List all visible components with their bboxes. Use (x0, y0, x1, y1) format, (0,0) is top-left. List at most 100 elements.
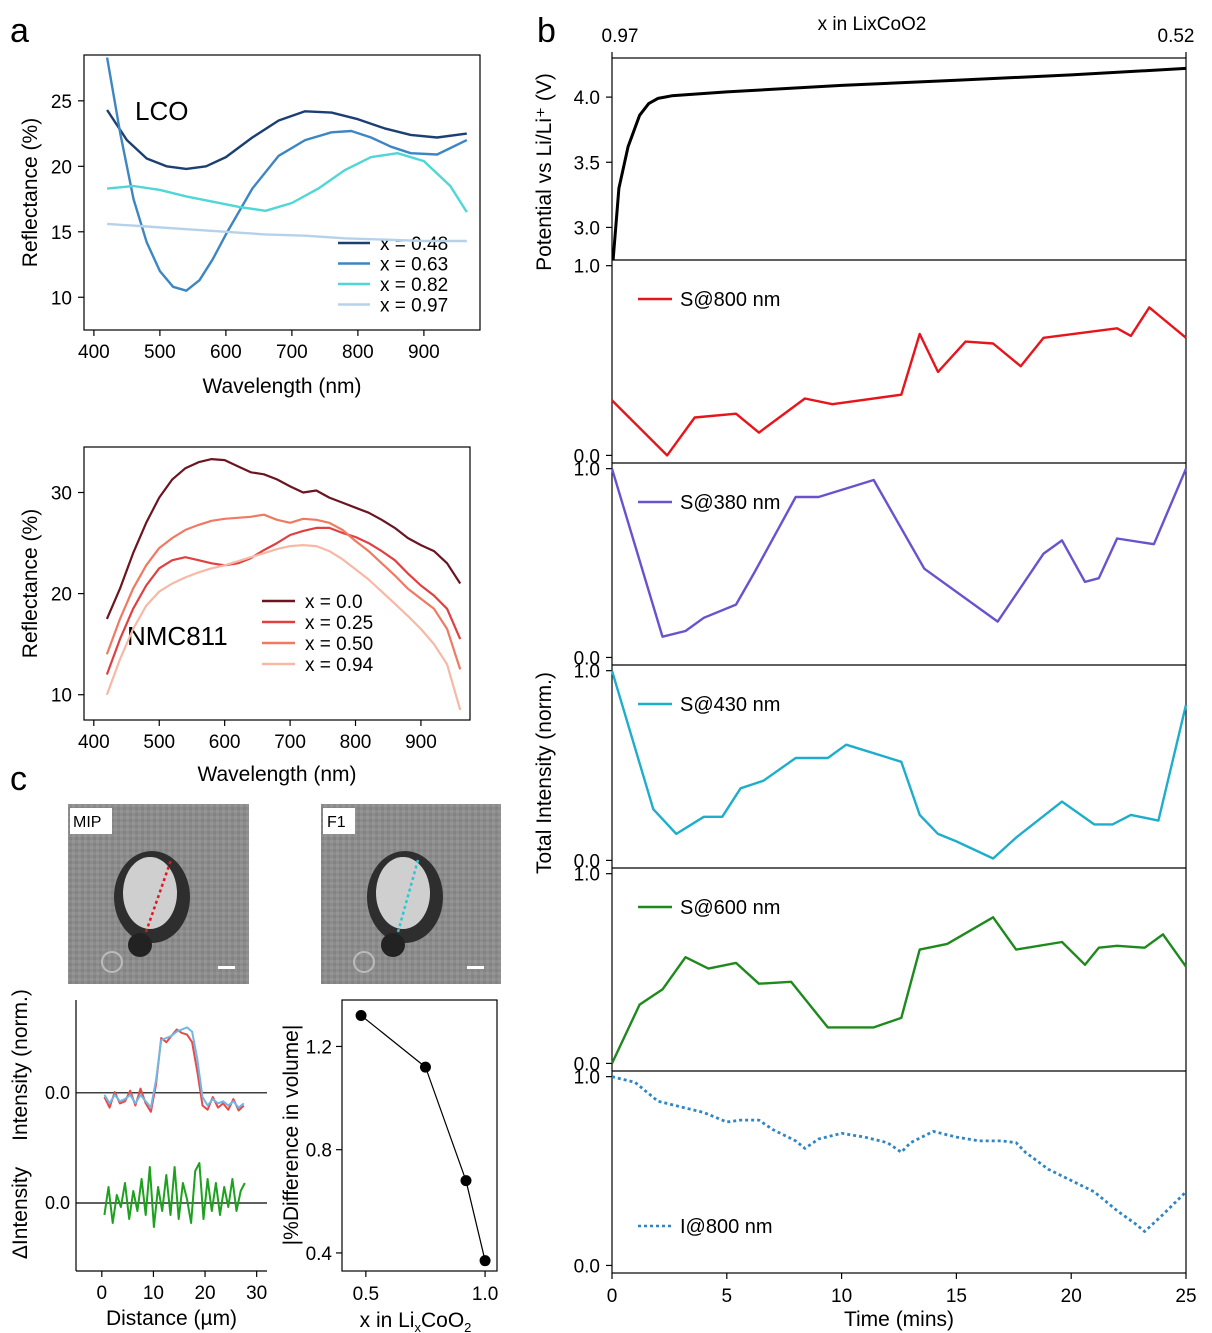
potential-ytick-label-3-5: 3.5 (574, 153, 600, 174)
nmc-legend-label-x-0-25: x = 0.25 (305, 613, 373, 634)
s430-series-line (610, 670, 1188, 860)
panel-label-b: b (537, 12, 556, 50)
nmc-xtick-label-600: 600 (209, 732, 241, 753)
s600-ytick-label-1: 1.0 (574, 865, 600, 886)
potential-ytick-label-3: 3.0 (574, 218, 600, 239)
top-axis-tick-right: 0.52 (1158, 26, 1195, 47)
s600-ytick-label-0: 0.0 (574, 1054, 600, 1075)
nmc-series-line-x-0-25 (105, 526, 462, 675)
s430-ytick-label-0: 0.0 (574, 851, 600, 872)
nmc-series-line-x-0-94 (105, 543, 462, 711)
intensity-ylabel: Intensity (norm.) (9, 989, 32, 1141)
volume-point (355, 1009, 367, 1021)
panel-label-a: a (10, 12, 29, 50)
lco-legend-label-x-0-63: x = 0.63 (380, 255, 448, 276)
panel-b-xlabel: Time (mins) (844, 1308, 954, 1331)
lco-xtick-label-600: 600 (210, 342, 242, 363)
distance-xlabel: Distance (µm) (106, 1307, 237, 1330)
nmc-xlabel: Wavelength (nm) (197, 763, 356, 786)
volume-xtick-label-1: 1.0 (472, 1284, 498, 1305)
s380-series-line (610, 468, 1188, 638)
lco-ytick-label-10: 10 (51, 288, 72, 309)
s430-legend-label: S@430 nm (680, 694, 780, 716)
mip-label: MIP (73, 814, 101, 831)
nmc-series-line-x-0-0 (105, 458, 462, 620)
nmc-xtick-label-900: 900 (405, 732, 437, 753)
s380-ytick-label-1: 1.0 (574, 460, 600, 481)
volume-ytick-label-0-4: 0.4 (306, 1244, 333, 1265)
lco-plot-frame (83, 54, 481, 331)
s800-ytick-label-1: 1.0 (574, 257, 600, 278)
s380-legend-label: S@380 nm (680, 492, 780, 514)
nmc-xtick-label-400: 400 (78, 732, 110, 753)
lco-xtick-label-700: 700 (276, 342, 308, 363)
volume-ytick-label-0-8: 0.8 (306, 1141, 332, 1162)
f1-label: F1 (327, 814, 346, 831)
volume-point (460, 1175, 472, 1187)
distance-xtick-label-10: 10 (143, 1283, 164, 1304)
potential-ylabel: Potential vs Li/Li⁺ (V) (533, 73, 556, 271)
s800-ytick-label-0: 0.0 (574, 446, 600, 467)
lco-legend-label-x-0-97: x = 0.97 (380, 296, 448, 317)
nmc-xtick-label-500: 500 (143, 732, 175, 753)
lco-series-line-x-0-63 (105, 57, 468, 292)
lco-ytick-label-15: 15 (51, 223, 72, 244)
volume-xlabel: x in LixCoO2 (360, 1309, 472, 1333)
lco-legend-label-x-0-82: x = 0.82 (380, 275, 448, 296)
i800-series-line (611, 1075, 1187, 1233)
delta-ylabel: ΔIntensity (9, 1166, 32, 1259)
distance-xtick-label-0: 0 (97, 1283, 108, 1304)
nmc-ytick-label-20: 20 (51, 585, 72, 606)
volume-ylabel: |%Difference in volume| (280, 1025, 303, 1246)
panel-label-c: c (10, 760, 27, 798)
lco-ytick-label-20: 20 (51, 157, 72, 178)
nmc-legend-label-x-0-0: x = 0.0 (305, 592, 363, 613)
panel-b-xtick-label-5: 5 (722, 1286, 733, 1307)
nmc-legend-label-x-0-50: x = 0.50 (305, 634, 373, 655)
top-axis-tick-left: 0.97 (602, 26, 639, 47)
nmc-ytick-label-30: 30 (51, 484, 72, 505)
lco-xlabel: Wavelength (nm) (202, 375, 361, 398)
nmc-xtick-label-700: 700 (274, 732, 306, 753)
s600-series-line (610, 916, 1187, 1064)
volume-point (419, 1061, 431, 1073)
panel-b-xtick-label-20: 20 (1061, 1286, 1082, 1307)
intensity-ytick-label: 0.0 (45, 1083, 70, 1103)
potential-ytick-label-4: 4.0 (574, 88, 600, 109)
volume-connector-line (360, 1015, 486, 1261)
panel-b-shared-ylabel: Total Intensity (norm.) (533, 672, 556, 874)
s430-ytick-label-1: 1.0 (574, 662, 600, 683)
lco-annotation: LCO (135, 96, 188, 126)
nmc-series-line-x-0-50 (105, 513, 462, 670)
i800-ytick-label-1: 1.0 (574, 1068, 600, 1089)
s800-legend-label: S@800 nm (680, 289, 780, 311)
nmc-annotation: NMC811 (127, 621, 228, 651)
lco-xtick-label-400: 400 (78, 342, 110, 363)
panel-b-xtick-label-25: 25 (1175, 1286, 1196, 1307)
panel-b-xtick-label-15: 15 (946, 1286, 967, 1307)
panel-b-xtick-label-10: 10 (831, 1286, 852, 1307)
mip-image: MIP (68, 804, 249, 984)
nmc-ytick-label-10: 10 (51, 686, 72, 707)
potential-series-line (611, 66, 1187, 261)
delta-ytick-label: 0.0 (45, 1193, 70, 1213)
s380-ytick-label-0: 0.0 (574, 648, 600, 669)
lco-xtick-label-500: 500 (144, 342, 176, 363)
distance-xtick-label-20: 20 (194, 1283, 215, 1304)
intensity-line-f1 (103, 1026, 245, 1109)
nmc-xtick-label-800: 800 (340, 732, 372, 753)
s600-legend-label: S@600 nm (680, 897, 780, 919)
i800-legend-label: I@800 nm (680, 1216, 773, 1238)
lco-xtick-label-900: 900 (408, 342, 440, 363)
lco-series-line-x-0-82 (106, 151, 468, 213)
volume-ytick-label-1-2: 1.2 (306, 1037, 332, 1058)
lco-xtick-label-800: 800 (342, 342, 374, 363)
distance-xtick-label-30: 30 (246, 1283, 267, 1304)
panel-b-xtick-label-0: 0 (607, 1286, 618, 1307)
nmc-legend-label-x-0-94: x = 0.94 (305, 655, 374, 676)
nmc-ylabel: Reflectance (%) (19, 509, 42, 658)
lco-series-line-x-0-97 (107, 222, 467, 243)
volume-plot-frame (341, 999, 498, 1272)
